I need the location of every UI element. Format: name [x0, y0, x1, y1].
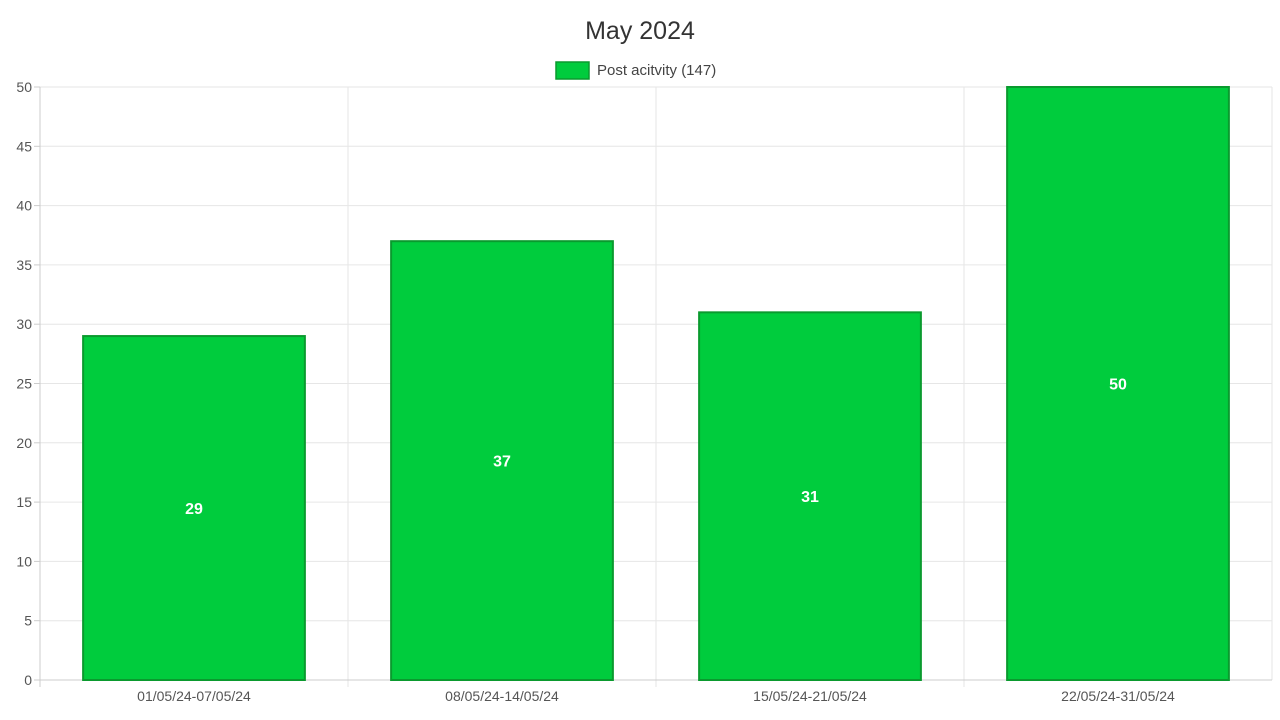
bar[interactable] [698, 311, 922, 681]
legend[interactable]: Post acitvity (147) [555, 61, 716, 80]
x-tick-label: 01/05/24-07/05/24 [137, 688, 251, 704]
tick-labels: 0 5 10 15 20 25 30 35 40 45 50 01/05/24-07/05/24 08/… [16, 79, 1175, 704]
legend-label[interactable]: Post acitvity (147) [597, 62, 716, 79]
bar-value-label: 29 [185, 501, 203, 518]
x-tick-label: 08/05/24-14/05/24 [445, 688, 559, 704]
bars [82, 86, 1230, 681]
y-tick-label: 20 [16, 435, 32, 451]
legend-swatch[interactable] [555, 61, 590, 80]
y-tick-label: 10 [16, 553, 32, 569]
bar-value-label: 31 [801, 489, 819, 506]
y-tick-label: 15 [16, 494, 32, 510]
y-tick-label: 5 [24, 613, 32, 629]
bar-value-label: 50 [1109, 377, 1127, 394]
x-tick-label: 15/05/24-21/05/24 [753, 688, 867, 704]
y-tick-label: 35 [16, 257, 32, 273]
y-tick-label: 0 [24, 672, 32, 688]
chart-title: May 2024 [585, 17, 695, 45]
y-tick-label: 45 [16, 138, 32, 154]
y-tick-label: 25 [16, 376, 32, 392]
bar[interactable] [1006, 86, 1230, 681]
y-tick-label: 50 [16, 79, 32, 95]
data-labels: 29 37 31 50 [185, 377, 1127, 519]
y-tick-label: 40 [16, 198, 32, 214]
x-tick-label: 22/05/24-31/05/24 [1061, 688, 1175, 704]
bar-value-label: 37 [493, 454, 511, 471]
bar[interactable] [390, 240, 614, 681]
bar[interactable] [82, 335, 306, 681]
y-tick-label: 30 [16, 316, 32, 332]
